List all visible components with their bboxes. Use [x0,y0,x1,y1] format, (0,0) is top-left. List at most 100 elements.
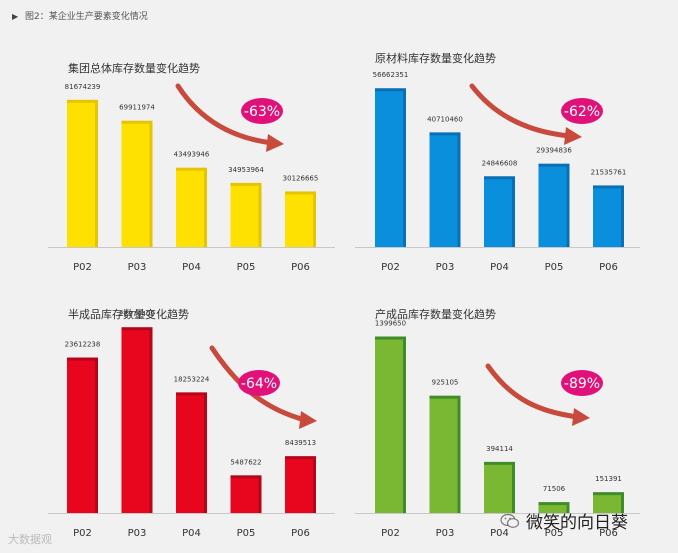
bar-top [67,357,98,361]
bar-face [121,329,150,513]
bar-side [403,338,406,513]
change-badge [561,370,603,396]
tick-label: P02 [73,528,92,539]
tick-label: P06 [291,528,310,539]
tick-label: P05 [237,262,256,273]
data-label: 30126665 [283,174,319,182]
chart-title: 原材料库存数量变化趋势 [375,51,496,65]
data-label: 69911974 [119,104,155,112]
bar-face [121,122,150,247]
bar-face [230,184,259,247]
bar-face [375,338,403,513]
bar-side [149,329,153,513]
data-label: 24846608 [482,159,518,167]
bar-p06 [285,456,316,513]
change-badge-text: -89% [564,376,600,392]
tick-label: P06 [291,262,310,273]
trend-arrow [485,363,590,426]
bar-top [484,176,515,180]
bar-face [484,463,512,513]
bar-side [313,193,316,247]
tick-label: P04 [182,528,201,539]
bar-face [484,178,512,247]
bar-side [403,90,406,247]
tick-label: P02 [381,528,400,539]
chart-panel-1: 集团总体库存数量变化趋势 81674239 P02 69911974 P03 434939… [48,61,335,273]
bar-top [429,132,461,136]
bar-top [593,185,624,189]
bar-top [121,120,153,124]
tick-label: P05 [237,528,256,539]
bar-side [512,178,515,247]
bar-top [121,327,153,331]
bar-top [285,456,316,460]
bar-face [285,458,313,513]
chart-panel-2: 原材料库存数量变化趋势 56662351 P02 40710460 P03 2484660… [355,51,640,273]
tick-label: P05 [545,262,564,273]
bar-face [593,494,621,513]
data-label: 21535761 [591,168,627,176]
bar-top [176,167,207,171]
data-label: 23612238 [65,341,101,349]
data-label: 8439513 [285,439,316,447]
data-label: 394114 [486,445,513,453]
tick-label: P04 [182,262,201,273]
data-label: 81674239 [65,83,101,91]
trend-arrow-head [564,127,582,145]
change-badge [561,98,603,124]
bar-side [204,394,207,513]
bar-face [230,477,259,513]
chart-panel-3: 半成品库存数量变化趋势 23612238 P02 28276409 P03 1825322… [48,307,335,539]
bar-face [375,90,403,247]
data-label: 925105 [432,379,459,387]
bar-top [429,395,461,399]
bar-face [285,193,313,247]
tick-label: P03 [128,528,147,539]
change-badge-text: -62% [564,104,600,120]
watermark-left-text: 大数据观 [8,533,52,546]
data-label: 34953964 [228,166,264,174]
trend-arrow-shaft [469,83,573,139]
bar-top [375,88,406,92]
chart-title: 半成品库存数量变化趋势 [68,307,189,321]
data-label: 28276409 [119,310,155,318]
bar-side [258,184,262,247]
trend-arrow-shaft [485,363,581,420]
bar-face [429,397,458,513]
bar-p03 [121,120,153,247]
bar-p03 [121,327,153,513]
bar-p04 [484,176,515,247]
tick-label: P04 [490,262,509,273]
bar-face [176,394,204,513]
bar-side [457,397,461,513]
trend-arrow-head [572,408,590,426]
tick-label: P04 [490,528,509,539]
watermark-right: 微笑的向日葵 [500,508,628,533]
bar-side [95,101,98,247]
data-label: 56662351 [373,71,409,79]
bar-p05 [230,475,262,513]
bar-side [149,122,153,247]
data-label: 43493946 [174,151,210,159]
bar-top [285,191,316,195]
bar-p05 [230,182,262,247]
trend-arrow-head [266,134,284,152]
bar-face [67,101,95,247]
bar-p04 [176,167,207,247]
bar-top [67,99,98,103]
bar-side [621,187,624,247]
change-badge-text: -63% [244,104,280,120]
tick-label: P06 [599,262,618,273]
tick-label: P02 [73,262,92,273]
wechat-icon [500,513,520,528]
tick-label: P02 [381,262,400,273]
bar-top [375,336,406,340]
bar-side [512,463,515,513]
trend-arrow-shaft [175,83,275,146]
bar-side [566,165,570,247]
bar-p04 [484,461,515,513]
bar-p06 [593,185,624,247]
tick-label: P05 [545,528,564,539]
bar-top [484,461,515,465]
